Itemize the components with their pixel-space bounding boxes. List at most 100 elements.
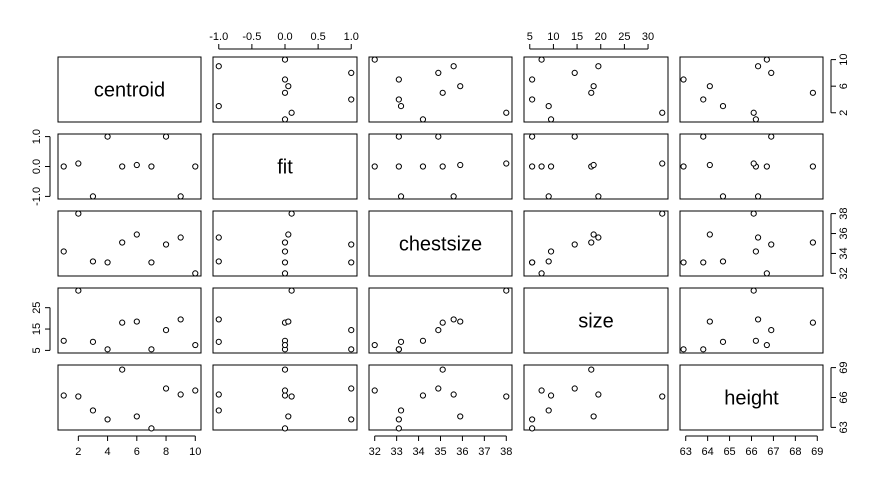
point-size-vs-height-5 [809,319,816,326]
point-height-vs-chestsize-5 [439,366,446,373]
diagonal-label-size: size [578,311,614,333]
tick-label-chestsize-34: 34 [412,446,424,458]
point-height-vs-size-5 [588,366,595,373]
point-centroid-vs-size-8 [571,69,578,76]
point-height-vs-fit-9 [215,391,222,398]
tick-label-height-66: 66 [745,446,757,458]
tick-label-fit-0.5: 0.5 [310,31,325,43]
point-height-vs-fit-5 [281,366,289,373]
point-chestsize-vs-height-3 [719,258,727,265]
tick-label-height-67: 67 [767,446,779,458]
panel-frame-chestsize-height [679,210,824,277]
point-centroid-vs-fit-8 [348,69,355,76]
tick-label-fit-1.0: 1.0 [344,31,359,43]
point-centroid-vs-size-6 [590,83,597,90]
point-size-vs-centroid-2 [75,287,82,294]
tick-label-chestsize-36: 36 [456,446,468,458]
point-chestsize-vs-height-4 [700,259,707,266]
tick-label-chestsize-33: 33 [391,446,403,458]
tick-label-chestsize-34: 34 [838,247,850,259]
point-chestsize-vs-fit-8 [348,241,355,248]
point-fit-vs-height-4 [700,133,707,140]
point-height-vs-centroid-10 [192,387,199,394]
point-centroid-vs-height-5 [809,89,816,96]
point-height-vs-size-1 [547,392,555,399]
panel-frame-chestsize-size [523,210,669,277]
point-height-vs-size-10 [538,387,545,394]
point-centroid-vs-height-1 [752,116,759,123]
point-chestsize-vs-height-2 [750,210,757,217]
tick-label-fit-0.0: 0.0 [31,159,43,174]
point-centroid-vs-height-4 [700,96,707,103]
point-centroid-vs-height-10 [763,56,770,63]
point-chestsize-vs-centroid-3 [89,258,97,265]
panel-frame-centroid-height [679,56,824,123]
panel-frame-fit-centroid [57,133,202,200]
point-chestsize-vs-fit-2 [288,210,295,217]
point-centroid-vs-fit-1 [281,116,289,123]
tick-label-fit--1.0: -1.0 [31,187,43,206]
tick-label-centroid-8: 8 [163,446,169,458]
point-height-vs-fit-10 [281,387,289,394]
point-chestsize-vs-centroid-1 [60,248,67,255]
point-chestsize-vs-fit-9 [215,234,222,241]
point-fit-vs-height-9 [754,193,762,200]
point-size-vs-chestsize-9 [450,316,457,323]
point-fit-vs-chestsize-3 [397,193,405,200]
point-height-vs-size-6 [590,413,597,420]
point-size-vs-chestsize-8 [435,327,442,334]
tick-label-height-65: 65 [723,446,735,458]
panel-frame-fit-size [523,133,669,200]
point-centroid-vs-size-7 [529,76,536,83]
point-chestsize-vs-centroid-10 [192,270,199,277]
tick-label-height-66: 66 [838,391,850,403]
point-fit-vs-size-7 [529,163,536,170]
point-height-vs-centroid-3 [89,407,97,414]
point-height-vs-chestsize-6 [457,413,464,420]
panel-frame-size-size [523,287,669,354]
point-size-vs-fit-6 [285,318,292,325]
panel-frame-size-fit [212,287,358,354]
diagonal-label-height: height [724,388,779,410]
point-fit-vs-height-7 [680,163,687,170]
point-fit-vs-size-2 [659,160,666,167]
point-chestsize-vs-centroid-8 [162,241,170,248]
point-height-vs-size-3 [545,407,552,414]
point-centroid-vs-fit-9 [215,63,222,70]
point-fit-vs-size-10 [538,163,545,170]
panel-frame-fit-fit [212,133,358,200]
point-size-vs-height-6 [706,318,713,325]
tick-label-size-15: 15 [31,323,43,335]
tick-label-height-69: 69 [838,361,850,373]
point-size-vs-centroid-5 [119,319,126,326]
point-height-vs-size-4 [529,416,536,423]
tick-label-chestsize-38: 38 [838,207,850,219]
point-centroid-vs-size-9 [595,63,602,70]
point-centroid-vs-chestsize-9 [450,63,457,70]
point-height-vs-fit-6 [285,413,292,420]
point-fit-vs-chestsize-4 [395,133,402,140]
panel-frame-centroid-centroid [57,56,202,123]
point-chestsize-vs-size-10 [538,270,545,277]
panel-frame-chestsize-centroid [57,210,202,277]
panel-frame-fit-height [679,133,824,200]
point-chestsize-vs-height-9 [754,234,762,241]
point-height-vs-centroid-7 [148,425,155,432]
point-chestsize-vs-centroid-2 [75,210,82,217]
tick-label-size-15: 15 [571,31,583,43]
tick-label-size-25: 25 [31,302,43,314]
point-fit-vs-size-4 [529,133,536,140]
point-fit-vs-height-6 [706,161,713,169]
point-size-vs-centroid-10 [192,341,199,349]
point-size-vs-chestsize-6 [457,318,464,325]
point-chestsize-vs-fit-5 [281,239,289,246]
point-height-vs-centroid-6 [133,413,140,420]
point-centroid-vs-fit-4 [348,96,355,103]
tick-label-fit--1.0: -1.0 [209,31,228,43]
point-fit-vs-centroid-8 [162,133,170,140]
point-chestsize-vs-fit-4 [348,259,355,266]
point-height-vs-size-8 [571,385,578,392]
tick-label-chestsize-36: 36 [838,227,850,239]
tick-label-height-63: 63 [680,446,692,458]
